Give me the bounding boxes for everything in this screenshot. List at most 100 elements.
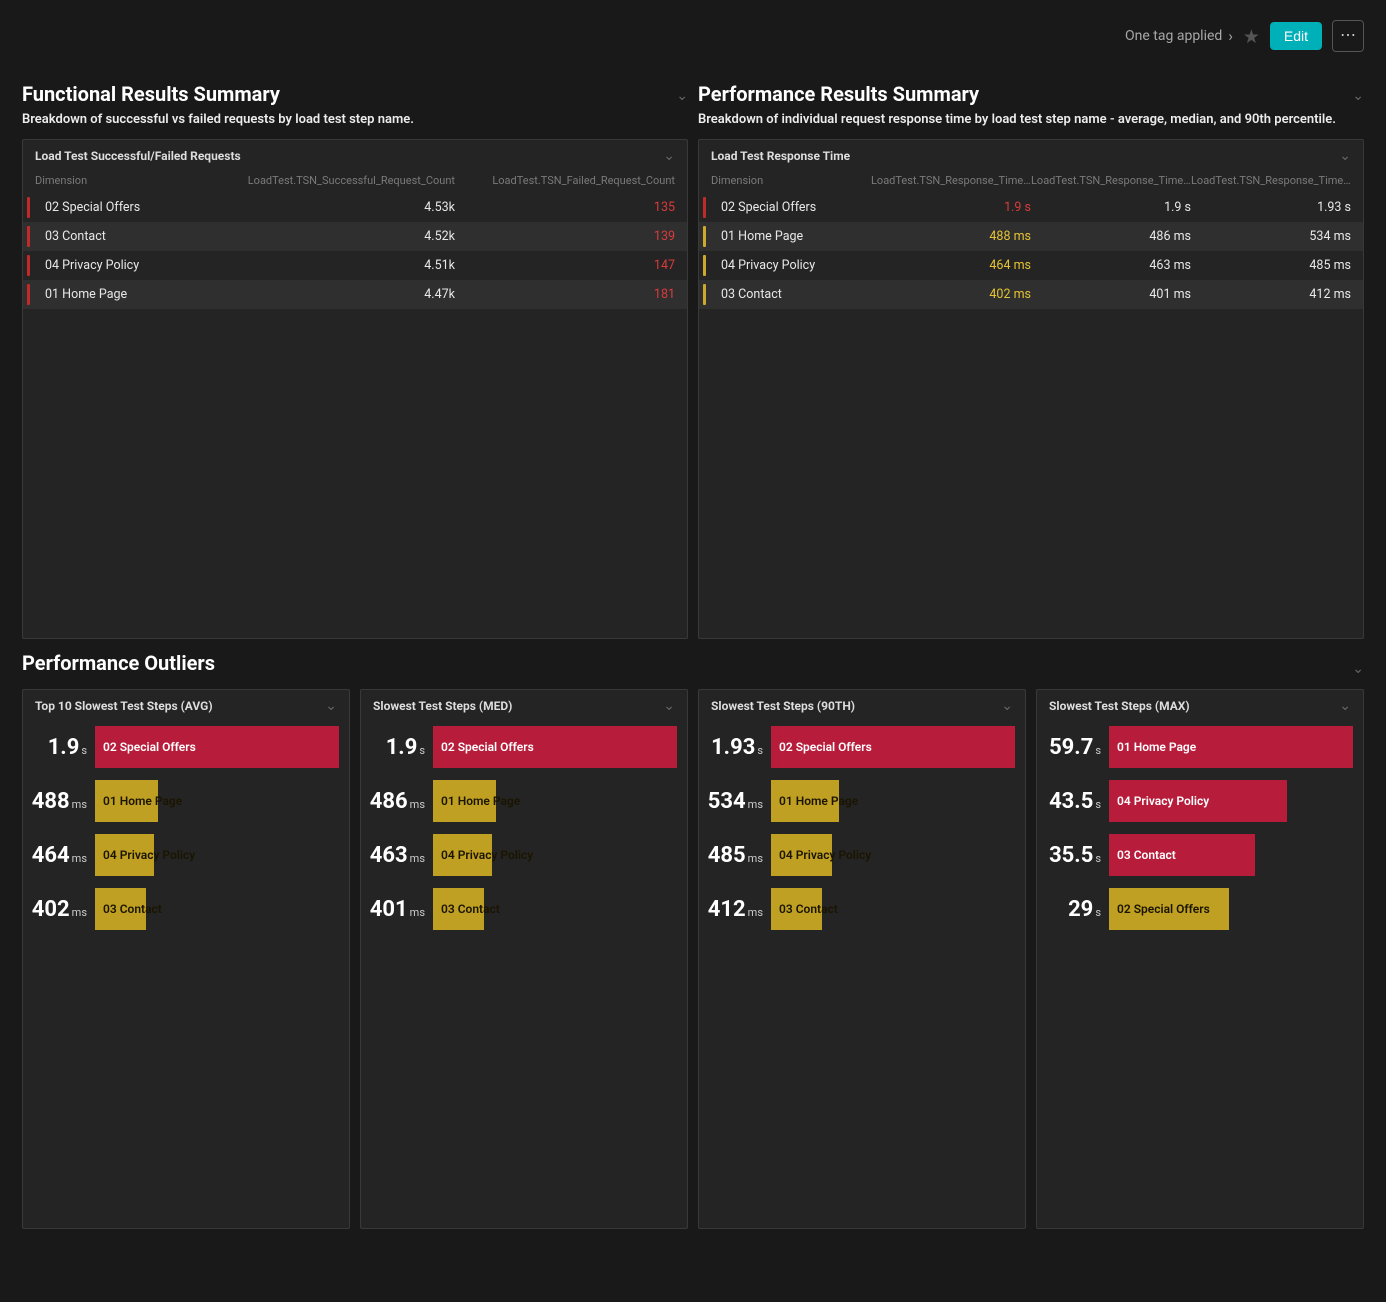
row-failed: 147	[455, 258, 675, 273]
row-indicator	[703, 255, 706, 276]
row-median: 401 ms	[1031, 287, 1191, 302]
bar-fill: 01 Home Page	[1109, 726, 1353, 768]
outlier-panel-title: Slowest Test Steps (MED)	[373, 699, 512, 713]
row-avg: 402 ms	[871, 287, 1031, 302]
bar-row[interactable]: 401ms03 Contact	[361, 882, 687, 936]
edit-button[interactable]: Edit	[1270, 22, 1322, 50]
col-dimension: Dimension	[711, 174, 871, 187]
table-row[interactable]: 01 Home Page4.47k181	[23, 280, 687, 309]
row-median: 486 ms	[1031, 229, 1191, 244]
star-icon[interactable]: ★	[1243, 25, 1260, 48]
row-dimension: 01 Home Page	[35, 287, 235, 302]
bar-fill: 04 Privacy Policy	[1109, 780, 1287, 822]
bar-track: 02 Special Offers	[433, 726, 677, 768]
bar-value: 463ms	[361, 843, 433, 868]
row-dimension: 03 Contact	[35, 229, 235, 244]
table-row[interactable]: 01 Home Page488 ms486 ms534 ms	[699, 222, 1363, 251]
bar-row[interactable]: 43.5s04 Privacy Policy	[1037, 774, 1363, 828]
outlier-panel: Top 10 Slowest Test Steps (AVG) ⌄ 1.9s02 S…	[22, 689, 350, 1229]
table-row[interactable]: 03 Contact4.52k139	[23, 222, 687, 251]
bar-fill: 02 Special Offers	[95, 726, 339, 768]
bar-row[interactable]: 534ms01 Home Page	[699, 774, 1025, 828]
chevron-down-icon[interactable]: ⌄	[1339, 698, 1351, 714]
row-success: 4.47k	[235, 287, 455, 302]
bar-track: 01 Home Page	[433, 780, 677, 822]
bar-fill: 02 Special Offers	[433, 726, 677, 768]
bar-row[interactable]: 402ms03 Contact	[23, 882, 349, 936]
chevron-down-icon[interactable]: ⌄	[1339, 148, 1351, 164]
row-median: 463 ms	[1031, 258, 1191, 273]
functional-panel: Load Test Successful/Failed Requests ⌄ D…	[22, 139, 688, 639]
bar-row[interactable]: 486ms01 Home Page	[361, 774, 687, 828]
table-row[interactable]: 03 Contact402 ms401 ms412 ms	[699, 280, 1363, 309]
row-avg: 1.9 s	[871, 200, 1031, 215]
tag-filter[interactable]: One tag applied ›	[1125, 27, 1233, 45]
bar-track: 02 Special Offers	[1109, 888, 1353, 930]
table-row[interactable]: 02 Special Offers4.53k135	[23, 193, 687, 222]
more-button[interactable]: ⋯	[1332, 20, 1364, 52]
bar-value: 1.93s	[699, 735, 771, 760]
bar-value: 1.9s	[23, 735, 95, 760]
bar-fill: 01 Home Page	[95, 780, 158, 822]
bar-value: 412ms	[699, 897, 771, 922]
row-indicator	[27, 197, 30, 218]
bar-track: 04 Privacy Policy	[1109, 780, 1353, 822]
bar-row[interactable]: 1.93s02 Special Offers	[699, 720, 1025, 774]
chevron-down-icon[interactable]: ⌄	[1001, 698, 1013, 714]
performance-subtitle: Breakdown of individual request response…	[698, 112, 1336, 127]
bar-value: 401ms	[361, 897, 433, 922]
bar-value: 464ms	[23, 843, 95, 868]
outlier-panel: Slowest Test Steps (90TH)⌄1.93s02 Specia…	[698, 689, 1026, 1229]
bar-value: 29s	[1037, 897, 1109, 922]
row-success: 4.52k	[235, 229, 455, 244]
bar-row[interactable]: 464ms04 Privacy Policy	[23, 828, 349, 882]
functional-table-header: Dimension LoadTest.TSN_Successful_Reques…	[23, 170, 687, 193]
bar-fill: 04 Privacy Policy	[771, 834, 832, 876]
bar-value: 59.7s	[1037, 735, 1109, 760]
bar-fill: 03 Contact	[95, 888, 146, 930]
tag-filter-label: One tag applied	[1125, 28, 1222, 44]
row-success: 4.51k	[235, 258, 455, 273]
col-success: LoadTest.TSN_Successful_Request_Count	[235, 174, 455, 187]
row-p90: 1.93 s	[1191, 200, 1351, 215]
bar-fill: 03 Contact	[771, 888, 822, 930]
col-med: LoadTest.TSN_Response_Time (Median)	[1031, 174, 1191, 187]
table-row[interactable]: 04 Privacy Policy464 ms463 ms485 ms	[699, 251, 1363, 280]
row-indicator	[703, 197, 706, 218]
chevron-down-icon[interactable]: ⌄	[663, 148, 675, 164]
bar-value: 402ms	[23, 897, 95, 922]
chevron-down-icon[interactable]: ⌄	[1352, 82, 1364, 104]
chevron-down-icon[interactable]: ⌄	[676, 82, 688, 104]
performance-section: Performance Results Summary Breakdown of…	[698, 82, 1364, 639]
row-dimension: 01 Home Page	[711, 229, 871, 244]
bar-row[interactable]: 29s02 Special Offers	[1037, 882, 1363, 936]
row-avg: 488 ms	[871, 229, 1031, 244]
table-row[interactable]: 02 Special Offers1.9 s1.9 s1.93 s	[699, 193, 1363, 222]
bar-row[interactable]: 59.7s01 Home Page	[1037, 720, 1363, 774]
outlier-panel-title: Top 10 Slowest Test Steps (AVG)	[35, 699, 213, 713]
bar-row[interactable]: 463ms04 Privacy Policy	[361, 828, 687, 882]
bar-track: 04 Privacy Policy	[771, 834, 1015, 876]
bar-row[interactable]: 488ms01 Home Page	[23, 774, 349, 828]
bar-fill: 04 Privacy Policy	[433, 834, 492, 876]
bar-row[interactable]: 412ms03 Contact	[699, 882, 1025, 936]
bar-row[interactable]: 35.5s03 Contact	[1037, 828, 1363, 882]
chevron-down-icon[interactable]: ⌄	[1352, 655, 1364, 677]
bar-row[interactable]: 1.9s02 Special Offers	[23, 720, 349, 774]
chevron-down-icon[interactable]: ⌄	[325, 698, 337, 714]
performance-title: Performance Results Summary	[698, 82, 1336, 106]
bar-value: 486ms	[361, 789, 433, 814]
row-failed: 135	[455, 200, 675, 215]
table-row[interactable]: 04 Privacy Policy4.51k147	[23, 251, 687, 280]
row-indicator	[27, 284, 30, 305]
bar-track: 04 Privacy Policy	[95, 834, 339, 876]
bar-row[interactable]: 485ms04 Privacy Policy	[699, 828, 1025, 882]
row-median: 1.9 s	[1031, 200, 1191, 215]
bar-row[interactable]: 1.9s02 Special Offers	[361, 720, 687, 774]
outlier-panel: Slowest Test Steps (MAX)⌄59.7s01 Home Pa…	[1036, 689, 1364, 1229]
col-dimension: Dimension	[35, 174, 235, 187]
bar-value: 485ms	[699, 843, 771, 868]
performance-panel: Load Test Response Time ⌄ Dimension Load…	[698, 139, 1364, 639]
row-success: 4.53k	[235, 200, 455, 215]
chevron-down-icon[interactable]: ⌄	[663, 698, 675, 714]
